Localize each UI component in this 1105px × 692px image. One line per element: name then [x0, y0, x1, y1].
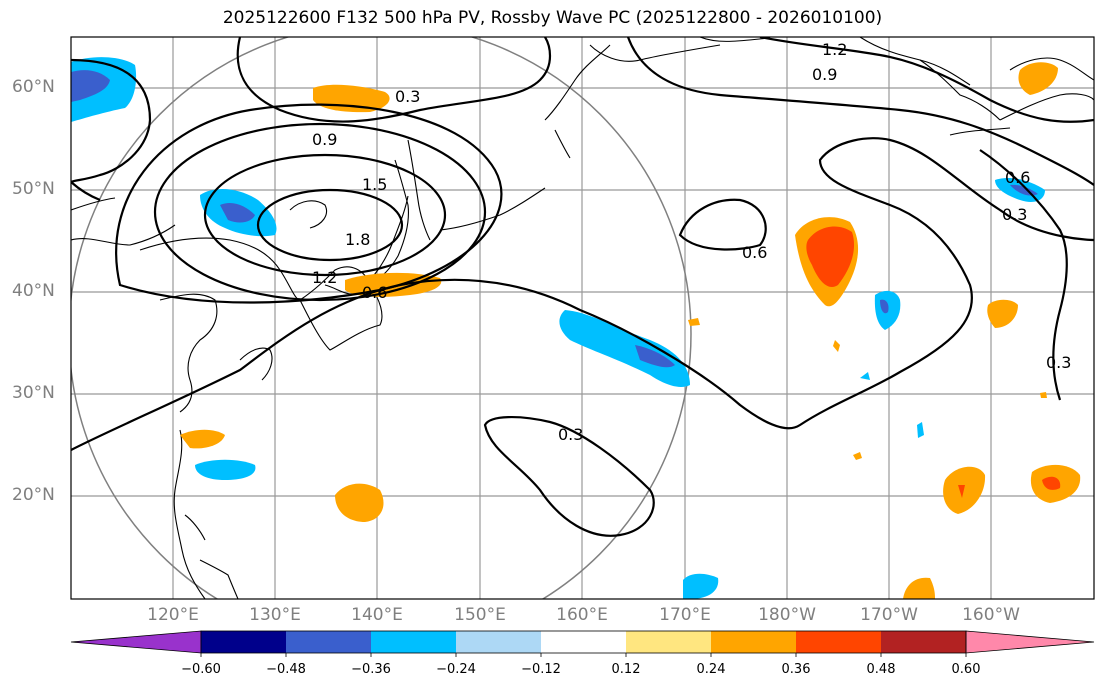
pv-contours	[71, 37, 1094, 537]
contour-labels: 1.2 0.9 0.3 0.9 1.5 1.8 1.2 0.6 0.6 0.6 …	[312, 40, 1071, 444]
lat-label: 40°N	[12, 281, 55, 301]
colorbar-min-extend	[70, 630, 202, 654]
colorbar-tick-label: 0.12	[611, 662, 641, 677]
map-title: 2025122600 F132 500 hPa PV, Rossby Wave …	[222, 8, 883, 28]
contour-0-6-a	[71, 137, 1094, 451]
contour-label: 0.3	[558, 425, 583, 444]
colorbar-tick-label: 0.36	[781, 662, 811, 677]
contour-label: 0.9	[812, 65, 837, 84]
colorbar-bin	[711, 631, 796, 653]
contour-0-3-a	[71, 58, 152, 184]
contour-0-9-right	[626, 37, 1094, 186]
colorbar-bin	[456, 631, 541, 653]
colorbar-bin	[371, 631, 456, 653]
coastlines	[71, 37, 1094, 599]
lon-label: 170°W	[860, 605, 918, 625]
contour-label: 0.6	[1005, 168, 1030, 187]
contour-0-6-c	[71, 181, 101, 202]
lat-label: 60°N	[12, 77, 55, 97]
contour-0-3-b	[236, 37, 552, 123]
colorbar-tick-label: −0.60	[181, 662, 221, 677]
pv-positive-regions	[180, 62, 1081, 599]
colorbar-bin	[796, 631, 881, 653]
colorbar-outline	[200, 630, 967, 654]
contour-label: 0.9	[312, 130, 337, 149]
reference-circle	[71, 37, 692, 599]
contour-label: 0.3	[1002, 205, 1027, 224]
lat-label: 30°N	[12, 383, 55, 403]
colorbar-bin	[286, 631, 371, 653]
colorbar-tick-label: −0.12	[521, 662, 561, 677]
colorbar-tick-label: 0.24	[696, 662, 726, 677]
lon-label: 150°E	[454, 605, 506, 625]
contour-label: 1.2	[312, 268, 337, 287]
colorbar-bin	[201, 631, 286, 653]
lon-label: 170°E	[659, 605, 711, 625]
lat-label: 20°N	[12, 485, 55, 505]
colorbar-tick-label: 0.60	[951, 662, 981, 677]
contour-1-2-right	[759, 37, 1094, 123]
contour-1-8	[256, 188, 404, 262]
colorbar-bin	[881, 631, 966, 653]
contour-label: 0.6	[742, 243, 767, 262]
colorbar-tick-label: −0.36	[351, 662, 391, 677]
contour-label: 0.6	[362, 283, 387, 302]
contour-label: 1.2	[822, 40, 847, 59]
colorbar-tick-label: −0.48	[266, 662, 306, 677]
contour-0-6-b	[678, 198, 767, 251]
contour-0-9	[115, 103, 503, 304]
colorbar	[70, 630, 1095, 657]
colorbar-tick-label: −0.24	[436, 662, 476, 677]
contour-1-5	[203, 153, 447, 277]
lon-label: 140°E	[351, 605, 403, 625]
lon-label: 180°W	[758, 605, 816, 625]
contour-label: 1.8	[345, 230, 370, 249]
contour-label: 0.3	[1046, 353, 1071, 372]
lat-label: 50°N	[12, 179, 55, 199]
lon-label: 160°W	[962, 605, 1020, 625]
lon-label: 120°E	[147, 605, 199, 625]
colorbar-bin	[626, 631, 711, 653]
contour-label: 1.5	[362, 175, 387, 194]
colorbar-tick-label: 0.48	[866, 662, 896, 677]
contour-0-3-right	[979, 149, 1068, 401]
contour-1-2	[153, 122, 487, 302]
contour-label: 0.3	[395, 87, 420, 106]
lon-label: 130°E	[249, 605, 301, 625]
colorbar-max-extend	[965, 630, 1095, 654]
colorbar-bin	[541, 631, 626, 653]
map-border	[70, 36, 1095, 600]
contour-0-3-b2	[483, 415, 655, 537]
lon-label: 160°E	[556, 605, 608, 625]
